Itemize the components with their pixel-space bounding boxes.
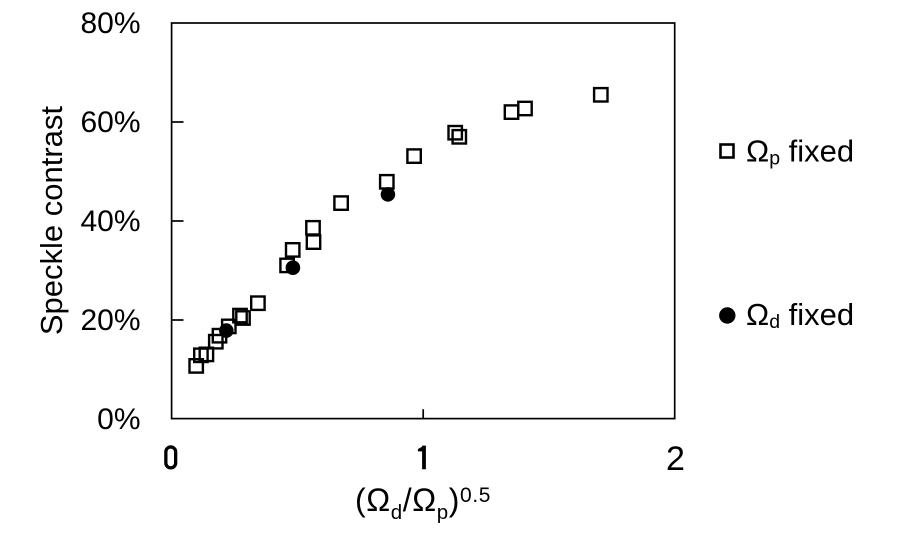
svg-text:Ωp fixed: Ωp fixed — [746, 133, 854, 169]
svg-text:2: 2 — [666, 440, 685, 478]
svg-text:40%: 40% — [80, 205, 140, 238]
svg-text:0%: 0% — [97, 403, 140, 436]
svg-text:80%: 80% — [80, 7, 140, 40]
svg-text:20%: 20% — [80, 304, 140, 337]
svg-text:Ωd fixed: Ωd fixed — [746, 297, 854, 333]
svg-text:60%: 60% — [80, 106, 140, 139]
svg-text:(Ωd/Ωp)0.5: (Ωd/Ωp)0.5 — [355, 482, 491, 524]
svg-text:Speckle contrast: Speckle contrast — [34, 106, 69, 336]
